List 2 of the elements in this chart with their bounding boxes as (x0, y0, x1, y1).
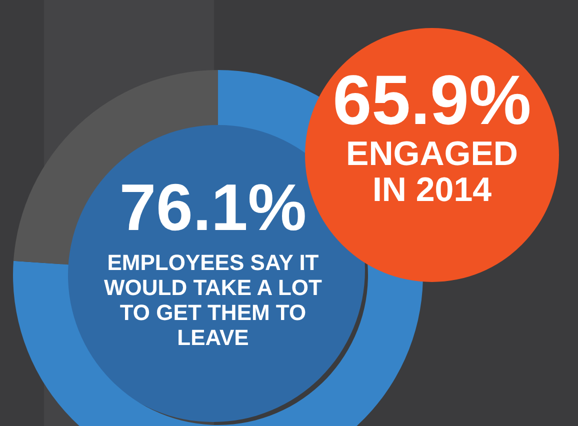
data-label: 76.1% (118, 170, 308, 244)
text: EMPLOYEES SAY IT WOULD TAKE A LOT TO GET THEM TO LEAVE (103, 250, 323, 350)
